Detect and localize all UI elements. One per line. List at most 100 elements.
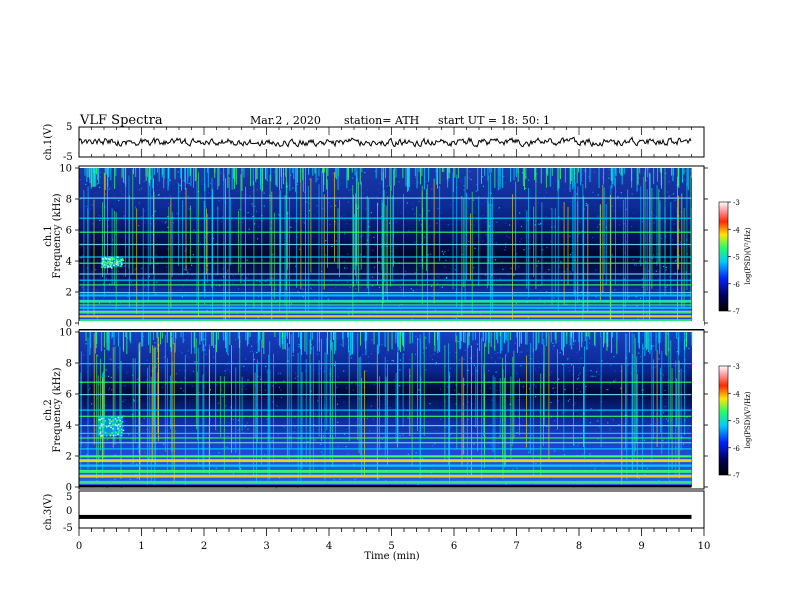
spectrogram-noise-pixel xyxy=(357,207,359,210)
spectrogram-noise-pixel xyxy=(85,444,87,446)
sferic-bristle xyxy=(342,332,344,340)
spectrogram-noise-pixel xyxy=(254,350,256,353)
spectrogram-noise-pixel xyxy=(579,372,581,374)
spectrogram-noise-pixel xyxy=(407,417,409,419)
sferic-bristle xyxy=(94,168,95,186)
spectrogram-noise-pixel xyxy=(226,364,228,366)
transmitter-line xyxy=(79,231,692,233)
spectrogram-noise-pixel xyxy=(689,478,691,480)
spectrogram-noise-pixel xyxy=(346,250,348,253)
spectrogram-noise-pixel xyxy=(630,394,632,396)
spectrogram-noise-pixel xyxy=(518,171,520,173)
spectrogram-noise-pixel xyxy=(426,435,428,437)
spectrogram-noise-pixel xyxy=(503,176,505,178)
time-tick-label: 6 xyxy=(451,541,457,552)
spectrogram-noise-pixel xyxy=(467,221,469,223)
spectrogram-noise-pixel xyxy=(87,479,89,481)
spectrogram-noise-pixel xyxy=(263,205,265,207)
spectrogram-noise-pixel xyxy=(156,184,159,186)
spectrogram-noise-pixel xyxy=(519,241,521,243)
spectrogram-noise-pixel xyxy=(134,269,136,271)
emission-burst-pixel xyxy=(116,261,119,263)
spectrogram-noise-pixel xyxy=(232,317,234,319)
spectrogram-noise-pixel xyxy=(467,419,469,421)
sferic-bristle xyxy=(381,168,383,181)
spectrogram-noise-pixel xyxy=(578,299,580,301)
spectrogram-noise-pixel xyxy=(441,212,443,214)
spectrogram-noise-pixel xyxy=(621,240,623,242)
spectrogram-noise-pixel xyxy=(177,334,179,336)
sferic-bristle xyxy=(207,168,209,173)
spectrogram-noise-pixel xyxy=(545,215,547,217)
spectrogram-noise-pixel xyxy=(199,242,201,244)
sferic-bristle xyxy=(326,168,328,190)
spectrogram-noise-pixel xyxy=(577,458,579,460)
spectrogram-noise-pixel xyxy=(518,417,520,419)
sferic-bristle xyxy=(141,332,143,347)
sferic-bristle xyxy=(645,332,647,348)
spectrogram-noise-pixel xyxy=(525,468,527,470)
sferic-bristle xyxy=(547,168,549,176)
spectrogram-noise-pixel xyxy=(207,236,209,239)
spectrogram-noise-pixel xyxy=(406,202,408,204)
emission-burst-pixel xyxy=(111,420,113,423)
spectrogram-noise-pixel xyxy=(592,463,594,465)
transmitter-line xyxy=(79,432,692,434)
spectrogram-noise-pixel xyxy=(550,208,552,210)
spectrogram-noise-pixel xyxy=(404,342,406,344)
spectrogram-noise-pixel xyxy=(240,468,242,470)
spectrogram-noise-pixel xyxy=(167,226,169,228)
spectrogram-noise-pixel xyxy=(270,227,272,230)
spectrogram-noise-pixel xyxy=(430,382,432,384)
spectrogram-noise-pixel xyxy=(381,453,383,455)
spectrogram-noise-pixel xyxy=(224,408,226,410)
spectrogram-noise-pixel xyxy=(237,191,239,193)
spectrogram-noise-pixel xyxy=(141,267,143,270)
spectrogram-noise-pixel xyxy=(416,398,418,400)
emission-burst-pixel xyxy=(106,266,109,268)
spectrogram-noise-pixel xyxy=(598,426,601,428)
ch3-ytick-middle: 0 xyxy=(66,506,72,517)
spectrogram-noise-pixel xyxy=(243,281,245,283)
spectrogram-noise-pixel xyxy=(413,290,415,292)
low-frequency-band xyxy=(79,311,692,314)
spectrogram-noise-pixel xyxy=(618,224,620,226)
spectrogram-noise-pixel xyxy=(377,405,380,408)
spectrogram-noise-pixel xyxy=(433,178,435,180)
spectrogram-noise-pixel xyxy=(155,254,158,256)
spectrogram-noise-pixel xyxy=(585,203,587,205)
spectrogram-noise-pixel xyxy=(86,193,88,195)
sferic-bristle xyxy=(113,332,115,346)
spectrogram-noise-pixel xyxy=(449,351,451,354)
sferic-bristle xyxy=(686,168,688,187)
spectrogram-noise-pixel xyxy=(554,387,556,389)
spectrogram-noise-pixel xyxy=(227,269,229,271)
sferic-bristle xyxy=(211,332,212,346)
spectrogram-noise-pixel xyxy=(242,170,244,172)
emission-burst-pixel xyxy=(111,431,113,434)
spectrogram-noise-pixel xyxy=(103,283,105,285)
sferic-bristle xyxy=(122,168,124,183)
spectrogram-noise-pixel xyxy=(249,351,251,353)
spectrogram-noise-pixel xyxy=(595,371,598,373)
ch2-channel-label: ch.2 xyxy=(43,399,54,421)
spectrogram-noise-pixel xyxy=(135,268,137,270)
emission-burst-pixel xyxy=(115,424,117,426)
spectrogram-noise-pixel xyxy=(496,229,499,232)
spectrogram-noise-pixel xyxy=(221,216,224,218)
spectrogram-noise-pixel xyxy=(598,230,600,232)
spectrogram-noise-pixel xyxy=(573,444,575,446)
spectrogram-noise-pixel xyxy=(129,478,131,481)
spectrogram-noise-pixel xyxy=(321,451,323,453)
spectrogram-noise-pixel xyxy=(565,303,568,305)
frequency-tick-label: 4 xyxy=(66,257,72,268)
spectrogram-noise-pixel xyxy=(464,355,466,357)
transmitter-line xyxy=(79,459,692,461)
spectrogram-noise-pixel xyxy=(287,191,289,193)
sferic-bristle xyxy=(180,332,182,338)
spectrogram-noise-pixel xyxy=(165,355,167,357)
sferic-bristle xyxy=(347,332,349,338)
sferic-bristle xyxy=(647,168,649,178)
ch2-colorbar-ticks: -3-4-5-6-7 xyxy=(728,363,740,480)
spectrogram-noise-pixel xyxy=(580,291,583,293)
